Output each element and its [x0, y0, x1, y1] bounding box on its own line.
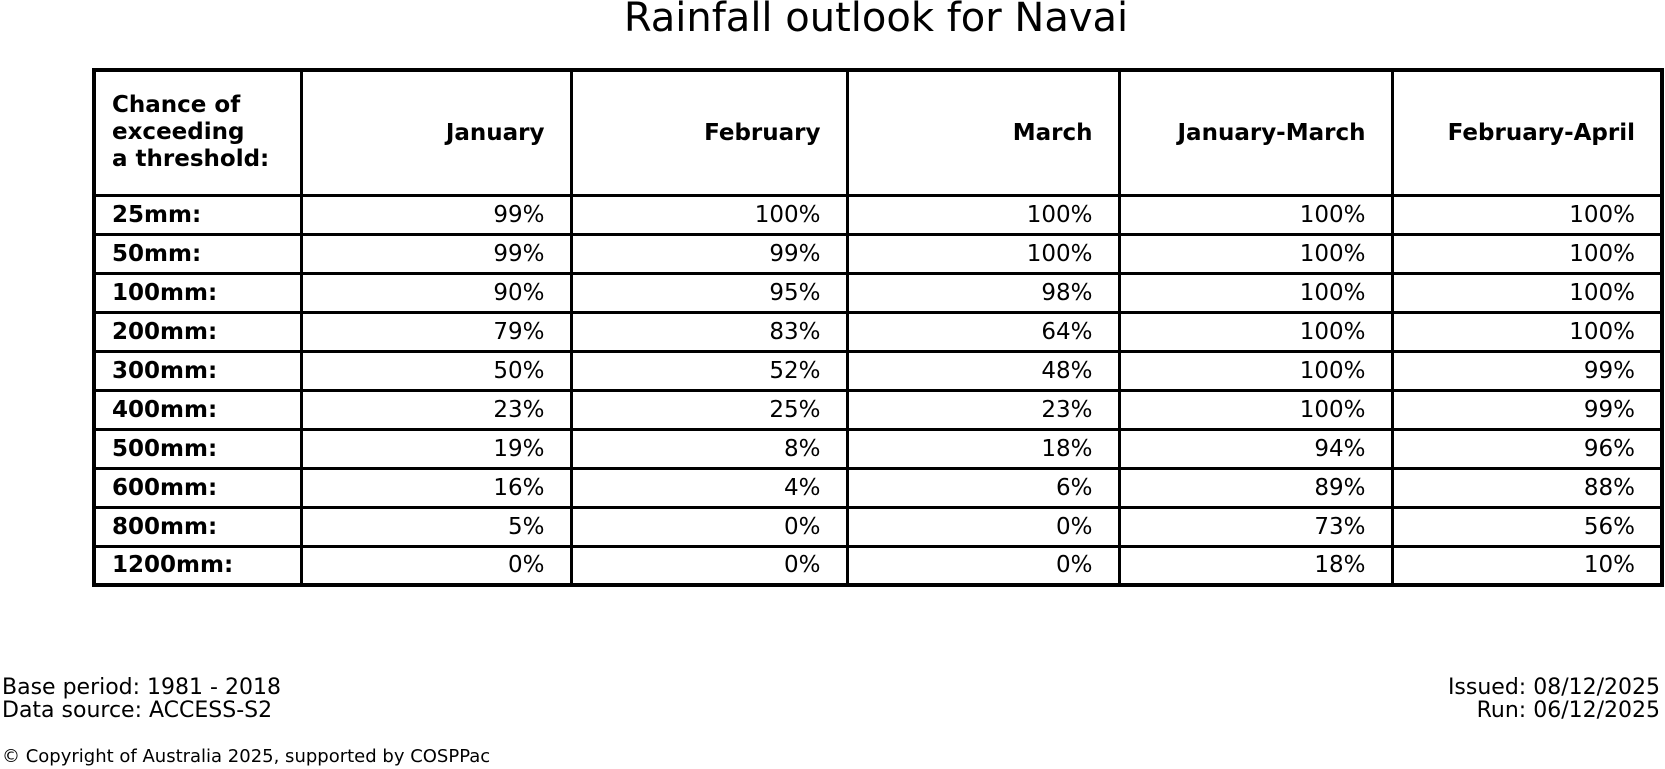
table-row-1200mm: 1200mm: 0% 0% 0% 18% 10% [92, 544, 1664, 587]
cell-value: 100% [1117, 310, 1394, 353]
row-label: 25mm: [92, 193, 303, 236]
row-label: 500mm: [92, 427, 303, 470]
table-row-100mm: 100mm: 90% 95% 98% 100% 100% [92, 271, 1664, 314]
cell-value: 90% [299, 271, 573, 314]
table-row-400mm: 400mm: 23% 25% 23% 100% 99% [92, 388, 1664, 431]
cell-value: 0% [299, 544, 573, 587]
cell-value: 100% [569, 193, 849, 236]
cell-value: 99% [1390, 349, 1664, 392]
table-row-600mm: 600mm: 16% 4% 6% 89% 88% [92, 466, 1664, 509]
cell-value: 89% [1117, 466, 1394, 509]
row-label: 50mm: [92, 232, 303, 275]
page-title: Rainfall outlook for Navai [623, 0, 1129, 41]
table-row-300mm: 300mm: 50% 52% 48% 100% 99% [92, 349, 1664, 392]
column-header-february: February [569, 68, 849, 197]
row-label: 800mm: [92, 505, 303, 548]
cell-value: 88% [1390, 466, 1664, 509]
cell-value: 100% [1117, 388, 1394, 431]
run-date-text: Run: 06/12/2025 [1476, 698, 1660, 723]
cell-value: 56% [1390, 505, 1664, 548]
cell-value: 73% [1117, 505, 1394, 548]
row-label: 1200mm: [92, 544, 303, 587]
cell-value: 95% [569, 271, 849, 314]
cell-value: 100% [1117, 232, 1394, 275]
row-label: 400mm: [92, 388, 303, 431]
cell-value: 23% [845, 388, 1121, 431]
table-header-row: Chance of exceeding a threshold: January… [92, 68, 1664, 197]
footer-right-block: Issued: 08/12/2025 Run: 06/12/2025 [1448, 676, 1660, 722]
table-row-25mm: 25mm: 99% 100% 100% 100% 100% [92, 193, 1664, 236]
cell-value: 0% [845, 544, 1121, 587]
cell-value: 100% [1390, 310, 1664, 353]
base-period-text: Base period: 1981 - 2018 [2, 675, 281, 700]
cell-value: 100% [845, 232, 1121, 275]
cell-value: 10% [1390, 544, 1664, 587]
cell-value: 96% [1390, 427, 1664, 470]
cell-value: 79% [299, 310, 573, 353]
row-label: 200mm: [92, 310, 303, 353]
threshold-header: Chance of exceeding a threshold: [92, 68, 303, 197]
cell-value: 0% [569, 505, 849, 548]
cell-value: 16% [299, 466, 573, 509]
column-header-january: January [299, 68, 573, 197]
table-row-500mm: 500mm: 19% 8% 18% 94% 96% [92, 427, 1664, 470]
cell-value: 99% [299, 232, 573, 275]
cell-value: 50% [299, 349, 573, 392]
cell-value: 99% [569, 232, 849, 275]
cell-value: 83% [569, 310, 849, 353]
column-header-february-april: February-April [1390, 68, 1664, 197]
cell-value: 64% [845, 310, 1121, 353]
row-label: 100mm: [92, 271, 303, 314]
cell-value: 5% [299, 505, 573, 548]
column-header-january-march: January-March [1117, 68, 1394, 197]
row-label: 300mm: [92, 349, 303, 392]
footer-left-block: Base period: 1981 - 2018 Data source: AC… [2, 676, 281, 722]
cell-value: 0% [845, 505, 1121, 548]
cell-value: 0% [569, 544, 849, 587]
cell-value: 18% [845, 427, 1121, 470]
cell-value: 100% [1117, 193, 1394, 236]
cell-value: 100% [1390, 232, 1664, 275]
cell-value: 100% [1117, 349, 1394, 392]
data-source-text: Data source: ACCESS-S2 [2, 698, 273, 723]
cell-value: 99% [299, 193, 573, 236]
cell-value: 23% [299, 388, 573, 431]
cell-value: 100% [1390, 193, 1664, 236]
cell-value: 98% [845, 271, 1121, 314]
row-label: 600mm: [92, 466, 303, 509]
cell-value: 100% [845, 193, 1121, 236]
rainfall-outlook-table: Chance of exceeding a threshold: January… [92, 68, 1664, 587]
copyright-text: © Copyright of Australia 2025, supported… [2, 746, 491, 767]
table-row-50mm: 50mm: 99% 99% 100% 100% 100% [92, 232, 1664, 275]
cell-value: 19% [299, 427, 573, 470]
cell-value: 100% [1117, 271, 1394, 314]
cell-value: 99% [1390, 388, 1664, 431]
cell-value: 94% [1117, 427, 1394, 470]
cell-value: 52% [569, 349, 849, 392]
cell-value: 100% [1390, 271, 1664, 314]
table-row-200mm: 200mm: 79% 83% 64% 100% 100% [92, 310, 1664, 353]
issued-date-text: Issued: 08/12/2025 [1447, 675, 1660, 700]
cell-value: 18% [1117, 544, 1394, 587]
table-row-800mm: 800mm: 5% 0% 0% 73% 56% [92, 505, 1664, 548]
cell-value: 48% [845, 349, 1121, 392]
cell-value: 25% [569, 388, 849, 431]
cell-value: 6% [845, 466, 1121, 509]
cell-value: 4% [569, 466, 849, 509]
cell-value: 8% [569, 427, 849, 470]
column-header-march: March [845, 68, 1121, 197]
